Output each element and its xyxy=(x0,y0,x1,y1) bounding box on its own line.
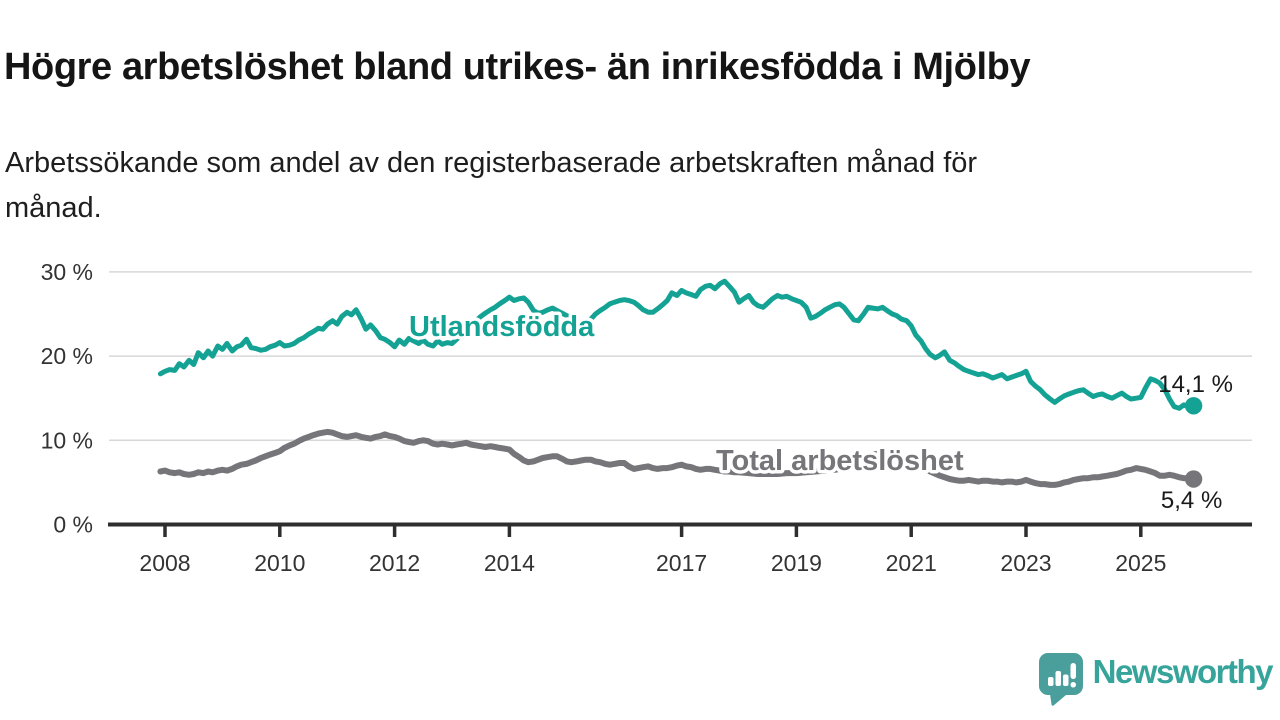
newsworthy-logo-icon xyxy=(1038,653,1083,706)
x-axis-tick-label: 2012 xyxy=(369,550,420,576)
newsworthy-brand: Newsworthy xyxy=(1038,652,1274,708)
newsworthy-brand-text: Newsworthy xyxy=(1092,653,1274,690)
series-end-dot-total-arbetsl-shet xyxy=(1184,470,1203,488)
x-axis-tick-label: 2025 xyxy=(1115,550,1166,576)
x-axis-tick-label: 2023 xyxy=(1000,550,1051,576)
series-label-utlandsf-dda: Utlandsfödda xyxy=(409,311,595,343)
series-end-value-total-arbetsl-shet: 5,4 % xyxy=(1161,487,1222,514)
y-axis-tick-label: 10 % xyxy=(41,427,93,453)
series-line-utlandsf-dda xyxy=(157,278,1197,411)
x-axis-tick-label: 2019 xyxy=(771,550,822,576)
x-axis-tick-label: 2021 xyxy=(886,550,937,576)
x-axis-tick-label: 2008 xyxy=(139,550,190,576)
y-axis-tick-label: 30 % xyxy=(41,259,93,285)
series-line-total-arbetsl-shet xyxy=(157,428,1197,488)
y-axis-tick-label: 0 % xyxy=(53,512,93,538)
y-axis-tick-label: 20 % xyxy=(41,343,93,369)
chart-subtitle-line-2: månad. xyxy=(5,192,102,224)
series-end-value-utlandsf-dda: 14,1 % xyxy=(1158,371,1233,398)
x-axis-tick-label: 2017 xyxy=(656,550,707,576)
x-axis-tick-label: 2010 xyxy=(254,550,305,576)
series-label-total-arbetsl-shet: Total arbetslöshet xyxy=(716,445,964,477)
x-axis-tick-label: 2014 xyxy=(484,550,535,576)
chart-subtitle: Arbetssökande som andel av den registerb… xyxy=(5,141,1205,231)
series-end-dot-utlandsf-dda xyxy=(1184,397,1203,415)
chart-subtitle-line-1: Arbetssökande som andel av den registerb… xyxy=(5,147,978,179)
chart-title: Högre arbetslöshet bland utrikes- än inr… xyxy=(4,46,1031,89)
